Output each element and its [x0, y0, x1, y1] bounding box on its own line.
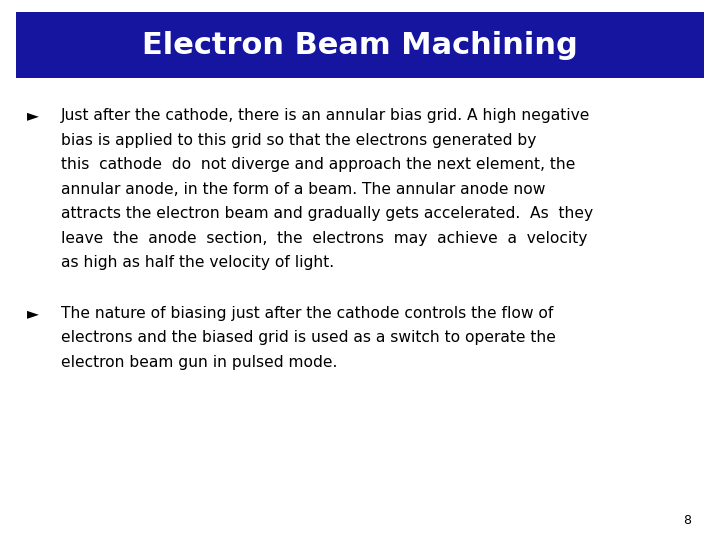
- FancyBboxPatch shape: [16, 12, 704, 78]
- Text: bias is applied to this grid so that the electrons generated by: bias is applied to this grid so that the…: [61, 132, 536, 147]
- Text: Electron Beam Machining: Electron Beam Machining: [142, 31, 578, 60]
- Text: annular anode, in the form of a beam. The annular anode now: annular anode, in the form of a beam. Th…: [61, 181, 546, 197]
- Text: attracts the electron beam and gradually gets accelerated.  As  they: attracts the electron beam and gradually…: [61, 206, 593, 221]
- Text: The nature of biasing just after the cathode controls the flow of: The nature of biasing just after the cat…: [61, 306, 554, 321]
- Text: ►: ►: [27, 306, 39, 321]
- Text: this  cathode  do  not diverge and approach the next element, the: this cathode do not diverge and approach…: [61, 157, 575, 172]
- Text: electrons and the biased grid is used as a switch to operate the: electrons and the biased grid is used as…: [61, 330, 556, 346]
- Text: as high as half the velocity of light.: as high as half the velocity of light.: [61, 255, 334, 271]
- Text: ►: ►: [27, 108, 39, 123]
- Text: leave  the  anode  section,  the  electrons  may  achieve  a  velocity: leave the anode section, the electrons m…: [61, 231, 588, 246]
- Text: 8: 8: [683, 514, 691, 526]
- Text: Just after the cathode, there is an annular bias grid. A high negative: Just after the cathode, there is an annu…: [61, 108, 590, 123]
- Text: electron beam gun in pulsed mode.: electron beam gun in pulsed mode.: [61, 355, 338, 370]
